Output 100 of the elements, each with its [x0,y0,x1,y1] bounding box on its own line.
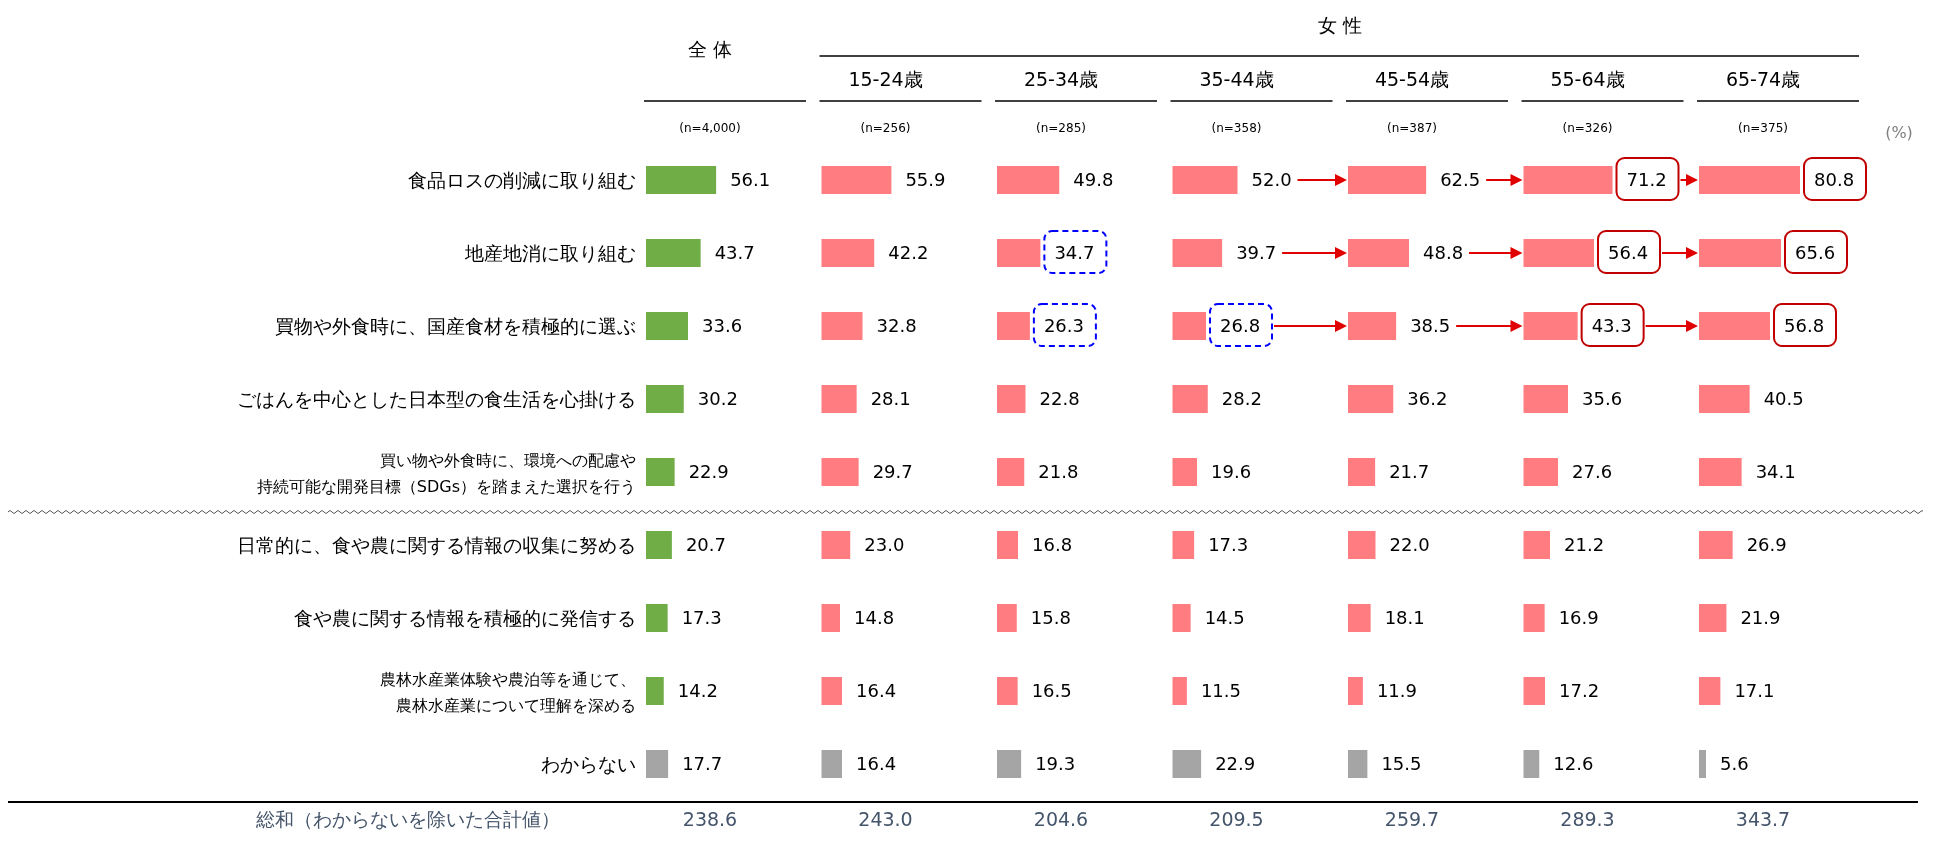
bar [1523,677,1545,705]
data-label: 19.6 [1211,461,1252,482]
y-tick-label: 買物や外食時に、国産食材を積極的に選ぶ [275,315,636,337]
bar [1172,604,1191,632]
bar [1348,750,1368,778]
chart-title: 55-64歳 [1550,68,1625,90]
bar [1523,604,1545,632]
data-label: 34.1 [1755,461,1796,482]
chart-subtitle: (n=375) [1738,121,1788,135]
chart-title: 65-74歳 [1725,68,1801,90]
bar [646,750,669,778]
bar [1172,458,1197,486]
data-label: 22.0 [1389,534,1430,555]
data-label: 22.8 [1039,388,1080,409]
text: 総和（わからないを除いた合計値） [255,808,560,830]
data-label: 56.1 [730,169,771,190]
y-tick-label: 日常的に、食や農に関する情報の収集に努める [237,534,636,556]
data-label: 22.9 [688,461,729,482]
bar [1172,385,1208,413]
data-label: 39.7 [1236,242,1277,263]
bar [1699,166,1800,194]
data-label: 5.6 [1720,753,1749,774]
data-label: 80.8 [1814,169,1855,190]
data-label: 14.2 [677,680,718,701]
bar [1348,312,1397,340]
data-label: 38.5 [1410,315,1451,336]
y-tick-label: 農林水産業体験や農泊等を通じて、農林水産業について理解を深める [380,670,636,715]
bar [646,312,688,340]
bar [821,166,892,194]
bar [997,239,1041,267]
data-label: 14.8 [854,607,895,628]
bar [1523,239,1594,267]
bar [1523,531,1550,559]
data-label: 19.3 [1035,753,1076,774]
bar [1348,604,1371,632]
text: 289.3 [1560,808,1615,830]
data-label: 21.7 [1389,461,1430,482]
bar [821,750,842,778]
chart-title: 45-54歳 [1374,68,1450,90]
data-label: 14.5 [1204,607,1245,628]
bar [1172,239,1223,267]
data-label: 11.9 [1376,680,1417,701]
bar [646,458,675,486]
data-label: 55.9 [905,169,946,190]
bar [1523,458,1558,486]
data-label: 42.2 [888,242,929,263]
bar [997,677,1018,705]
chart-title: 25-34歳 [1023,68,1099,90]
data-label: 11.5 [1200,680,1241,701]
data-label: 16.5 [1031,680,1072,701]
chart-subtitle: (n=256) [860,121,911,135]
bar [821,531,851,559]
bar [646,385,684,413]
bar [1523,312,1578,340]
bar [997,531,1018,559]
data-label: 26.8 [1220,315,1261,336]
data-label: 23.0 [864,534,905,555]
bar [821,604,840,632]
data-label: 34.7 [1054,242,1095,263]
data-label: 43.7 [714,242,755,263]
bar [1699,385,1750,413]
text: 209.5 [1209,808,1264,830]
bar [1523,385,1568,413]
bar [1523,750,1540,778]
bar [1699,604,1727,632]
data-label: 28.2 [1221,388,1262,409]
bar [1172,531,1195,559]
bar [646,677,664,705]
chart-title: 35-44歳 [1199,68,1274,90]
bar [997,458,1025,486]
bar [646,166,717,194]
data-label: 21.9 [1740,607,1781,628]
bar [1172,166,1238,194]
data-label: 56.4 [1608,242,1649,263]
chart-subtitle: (n=387) [1387,121,1437,135]
data-label: 17.3 [1208,534,1249,555]
y-tick-label: わからない [541,753,636,775]
bar [1172,677,1187,705]
y-tick-label: ごはんを中心とした日本型の食生活を心掛ける [237,388,636,410]
bar [821,385,857,413]
bar [1699,239,1781,267]
bar [1348,677,1363,705]
data-label: 30.2 [697,388,738,409]
data-label: 56.8 [1784,315,1825,336]
bar [1348,166,1427,194]
bar [997,750,1022,778]
data-label: 17.3 [681,607,722,628]
bar [1699,750,1706,778]
data-label: 18.1 [1384,607,1425,628]
data-label: 28.1 [870,388,911,409]
data-label: 16.8 [1032,534,1073,555]
bar [1699,677,1721,705]
bar [1348,458,1376,486]
chart-subtitle: (n=285) [1036,121,1086,135]
y-tick-label: 食品ロスの削減に取り組む [408,169,636,191]
chart-title: 15-24歳 [848,68,923,90]
data-label: 36.2 [1407,388,1448,409]
data-label: 32.8 [876,315,917,336]
bar [1699,312,1770,340]
text: 238.6 [682,808,738,830]
